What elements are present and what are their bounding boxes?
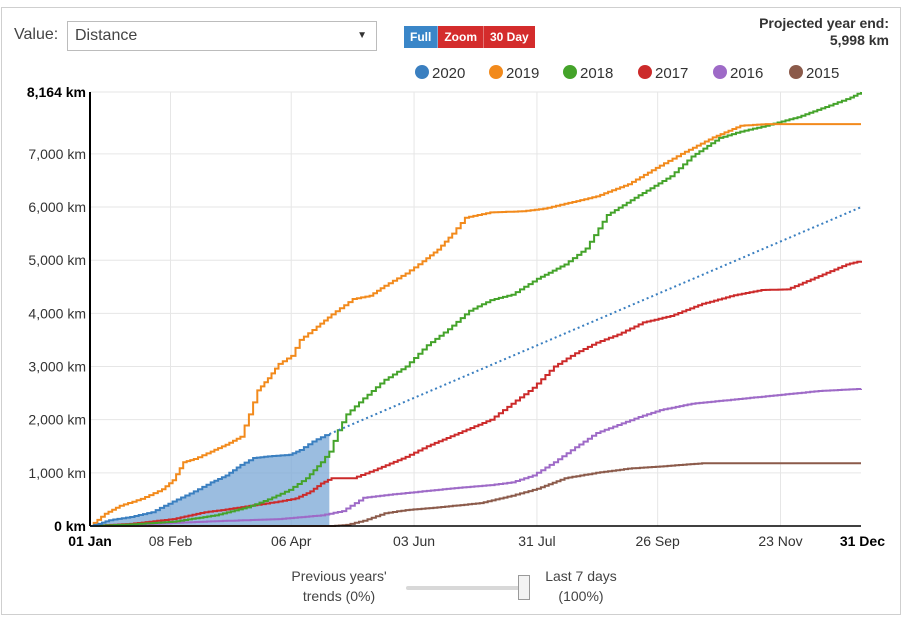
x-tick-label: 31 Jul [518,533,555,549]
slider-right-line-1: Last 7 days [545,568,617,584]
series-line-2018 [90,92,862,527]
legend-item-2019[interactable]: 2019 [489,65,539,82]
slider-right-line-2: (100%) [558,588,604,604]
slider-right-label: Last 7 days (100%) [536,566,626,606]
x-tick-label: 01 Jan [68,533,112,549]
y-tick-label: 2,000 km [28,412,86,428]
value-label: Value: [14,26,59,43]
slider-track[interactable] [406,586,530,590]
legend-swatch-2015 [789,65,803,79]
legend-item-2016[interactable]: 2016 [713,65,763,82]
slider-handle[interactable] [518,575,530,600]
range-buttons: Full Zoom 30 Day [404,26,535,48]
y-tick-label: 5,000 km [28,252,86,268]
legend-label-2016: 2016 [730,65,763,82]
series-line-2016 [90,388,862,527]
grid-lines [90,91,861,526]
series-line-2020 [90,434,331,527]
slider-left-label: Previous years' trends (0%) [283,566,395,606]
legend: 2020 2019 2018 2017 2016 2015 [415,65,839,82]
y-tick-label: 4,000 km [28,305,86,321]
legend-swatch-2019 [489,65,503,79]
zoom-button[interactable]: Zoom [438,26,484,48]
y-tick-label: 1,000 km [28,465,86,481]
legend-swatch-2016 [713,65,727,79]
projected-year-end: Projected year end: 5,998 km [759,15,889,49]
series-lines [90,92,862,527]
legend-item-2015[interactable]: 2015 [789,65,839,82]
x-tick-label: 06 Apr [271,533,312,549]
axes [89,92,861,527]
legend-label-2020: 2020 [432,65,465,82]
legend-label-2018: 2018 [580,65,613,82]
x-tick-label: 03 Jun [393,533,435,549]
legend-item-2020[interactable]: 2020 [415,65,465,82]
legend-swatch-2020 [415,65,429,79]
series-line-2020-projection [328,206,862,435]
y-tick-label: 0 km [54,518,86,534]
trend-slider-area: Previous years' trends (0%) Last 7 days … [0,558,904,608]
legend-label-2019: 2019 [506,65,539,82]
x-axis-ticks: 01 Jan 08 Feb 06 Apr 03 Jun 31 Jul 26 Sep 23 N… [68,533,885,549]
slider-left-line-2: trends (0%) [302,588,376,604]
projected-label: Projected year end: [759,15,889,31]
y-tick-label: 7,000 km [28,146,86,162]
legend-swatch-2018 [563,65,577,79]
thirty-day-button[interactable]: 30 Day [484,26,535,48]
legend-label-2017: 2017 [655,65,688,82]
value-select-text: Distance [75,27,138,44]
projected-value: 5,998 km [829,32,889,48]
y-tick-label: 8,164 km [27,84,86,100]
legend-label-2015: 2015 [806,65,839,82]
series-line-2017 [90,260,862,527]
legend-item-2018[interactable]: 2018 [563,65,613,82]
dropdown-arrow-icon: ▼ [357,30,367,41]
y-axis-ticks: 0 km 1,000 km 2,000 km 3,000 km 4,000 km 5,00… [27,84,86,534]
value-select[interactable]: Distance ▼ [67,21,377,51]
full-button[interactable]: Full [404,26,439,48]
slider-left-line-1: Previous years' [291,568,387,584]
legend-item-2017[interactable]: 2017 [638,65,688,82]
x-tick-label: 26 Sep [635,533,680,549]
y-tick-label: 3,000 km [28,359,86,375]
legend-swatch-2017 [638,65,652,79]
x-tick-label: 08 Feb [149,533,193,549]
x-tick-label: 31 Dec [840,533,885,549]
series-line-2019 [90,123,861,527]
x-tick-label: 23 Nov [758,533,802,549]
y-tick-label: 6,000 km [28,199,86,215]
